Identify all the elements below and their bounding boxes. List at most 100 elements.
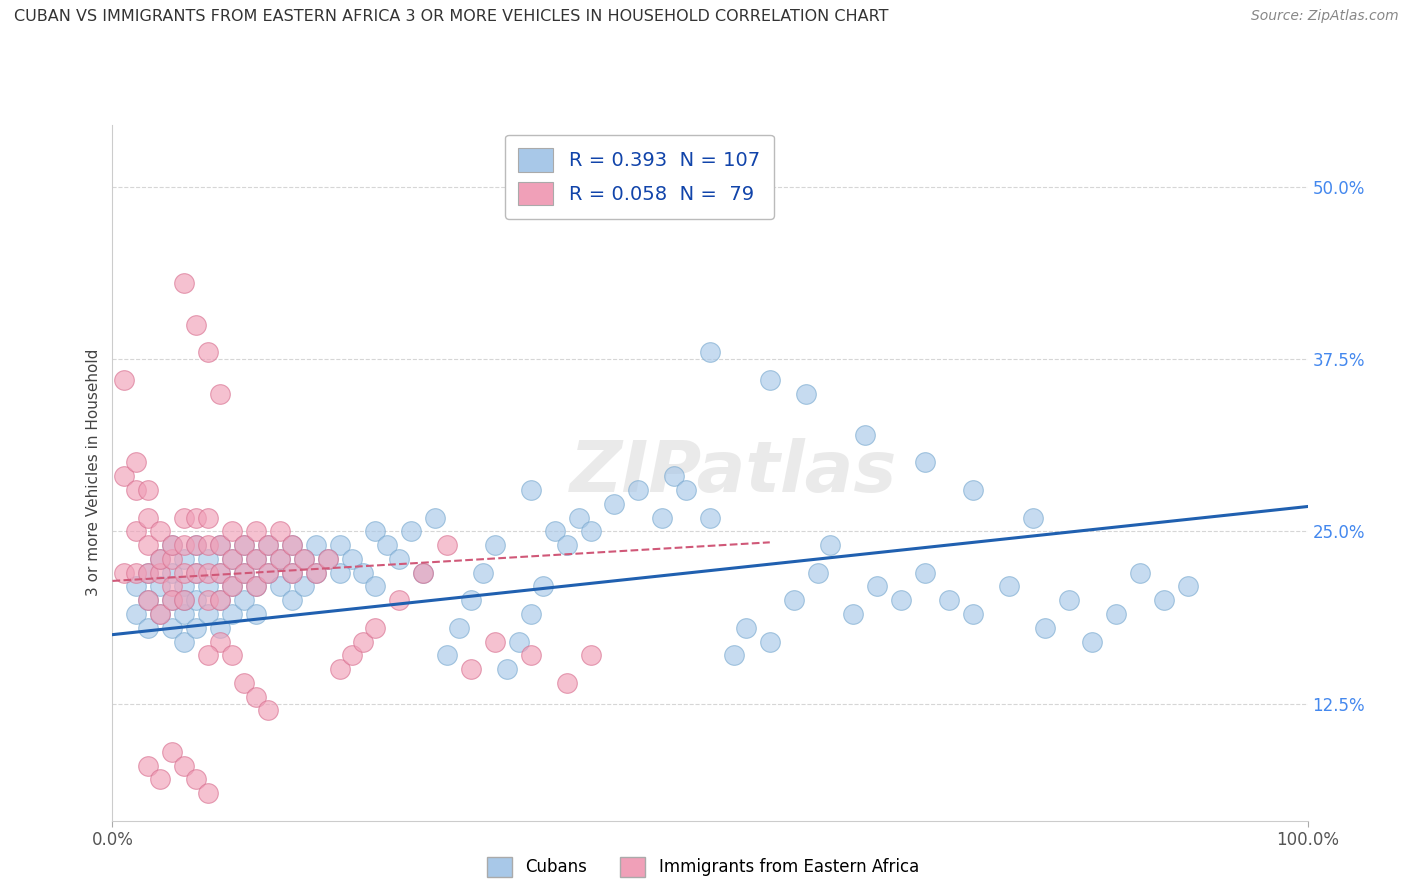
Point — [555, 538, 578, 552]
Point — [377, 538, 399, 552]
Point — [328, 662, 352, 676]
Point — [221, 552, 243, 566]
Point — [186, 538, 208, 552]
Point — [245, 690, 267, 704]
Point — [125, 607, 148, 621]
Point — [149, 579, 172, 593]
Point — [735, 621, 758, 635]
Point — [197, 579, 219, 593]
Point — [197, 607, 219, 621]
Point — [520, 483, 543, 497]
Point — [186, 538, 208, 552]
Point — [245, 552, 267, 566]
Legend: R = 0.393  N = 107, R = 0.058  N =  79: R = 0.393 N = 107, R = 0.058 N = 79 — [505, 135, 773, 219]
Point — [853, 428, 877, 442]
Point — [281, 566, 304, 580]
Point — [162, 745, 183, 759]
Point — [149, 552, 172, 566]
Point — [699, 345, 721, 359]
Point — [208, 621, 231, 635]
Point — [114, 373, 135, 387]
Point — [186, 510, 208, 524]
Point — [914, 566, 936, 580]
Point — [555, 676, 578, 690]
Point — [962, 607, 984, 621]
Point — [162, 552, 183, 566]
Point — [138, 510, 160, 524]
Point — [364, 621, 387, 635]
Point — [567, 510, 591, 524]
Point — [579, 524, 602, 539]
Point — [114, 566, 135, 580]
Point — [364, 524, 387, 539]
Point — [232, 593, 256, 607]
Point — [328, 538, 352, 552]
Point — [221, 552, 243, 566]
Point — [149, 552, 172, 566]
Point — [125, 483, 148, 497]
Point — [114, 469, 135, 483]
Point — [759, 634, 782, 648]
Y-axis label: 3 or more Vehicles in Household: 3 or more Vehicles in Household — [86, 349, 101, 597]
Point — [447, 621, 470, 635]
Point — [149, 566, 172, 580]
Point — [412, 566, 434, 580]
Point — [962, 483, 984, 497]
Point — [173, 566, 195, 580]
Point — [162, 538, 183, 552]
Point — [173, 579, 195, 593]
Point — [186, 593, 208, 607]
Point — [125, 579, 148, 593]
Point — [782, 593, 804, 607]
Point — [257, 566, 280, 580]
Point — [257, 703, 280, 717]
Point — [460, 662, 482, 676]
Point — [173, 593, 195, 607]
Point — [508, 634, 530, 648]
Point — [245, 552, 267, 566]
Point — [352, 566, 374, 580]
Point — [257, 538, 280, 552]
Point — [149, 524, 172, 539]
Point — [603, 497, 626, 511]
Point — [208, 566, 231, 580]
Point — [232, 538, 256, 552]
Point — [232, 538, 256, 552]
Point — [866, 579, 889, 593]
Point — [759, 373, 782, 387]
Point — [292, 552, 315, 566]
Point — [723, 648, 745, 663]
Point — [316, 552, 339, 566]
Point — [197, 552, 219, 566]
Point — [543, 524, 565, 539]
Point — [149, 607, 172, 621]
Point — [1033, 621, 1056, 635]
Point — [472, 566, 495, 580]
Point — [138, 593, 160, 607]
Point — [352, 634, 374, 648]
Point — [173, 634, 195, 648]
Point — [914, 455, 936, 469]
Point — [125, 455, 148, 469]
Point — [197, 593, 219, 607]
Point — [208, 538, 231, 552]
Point — [208, 538, 231, 552]
Point — [281, 538, 304, 552]
Point — [173, 510, 195, 524]
Point — [221, 579, 243, 593]
Point — [520, 607, 543, 621]
Point — [412, 566, 434, 580]
Point — [173, 552, 195, 566]
Point — [364, 579, 387, 593]
Point — [245, 579, 267, 593]
Point — [186, 772, 208, 787]
Point — [807, 566, 830, 580]
Point — [197, 566, 219, 580]
Point — [208, 593, 231, 607]
Point — [496, 662, 519, 676]
Point — [484, 634, 506, 648]
Point — [269, 524, 291, 539]
Point — [138, 566, 160, 580]
Point — [281, 593, 304, 607]
Point — [232, 566, 256, 580]
